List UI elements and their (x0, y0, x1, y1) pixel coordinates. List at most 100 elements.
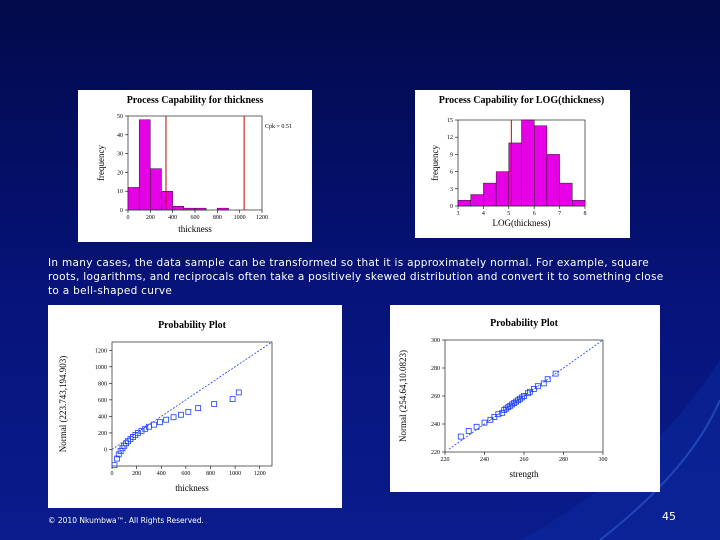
chart-panel (48, 305, 342, 508)
data-point (457, 433, 464, 440)
histogram-bar (521, 119, 535, 207)
data-point (134, 430, 141, 436)
x-tick-label: 4 (482, 211, 485, 217)
histogram-bar (470, 194, 484, 207)
histogram-bar (217, 207, 229, 211)
data-point (142, 425, 149, 432)
y-tick-label: 0 (104, 447, 107, 453)
chart: Probability Plot strength Normal (254.64,1… (390, 305, 660, 492)
histogram-bar (183, 207, 196, 211)
x-axis-label: strength (510, 469, 539, 479)
x-axis-label: thickness (175, 483, 209, 493)
histogram-bar (172, 206, 185, 211)
annotation: Cpk = 0.51 (265, 124, 292, 130)
chart-title: Probability Plot (158, 320, 227, 331)
y-tick-label: 1200 (95, 348, 107, 354)
histogram-bar (508, 142, 522, 207)
page-number: 45 (662, 510, 676, 523)
y-tick-label: 600 (98, 398, 107, 404)
x-tick-label: 8 (584, 211, 587, 217)
chart-title: Process Capability for thickness (127, 95, 264, 106)
histogram-bar (457, 200, 471, 207)
data-point (481, 419, 488, 426)
decoration (520, 360, 720, 540)
y-axis-label: Normal (254.64,10.0823) (398, 350, 408, 442)
histogram-bar (495, 171, 510, 207)
data-point (473, 423, 480, 430)
data-point (544, 376, 551, 383)
x-axis-label: thickness (178, 224, 212, 234)
x-tick-label: 220 (441, 457, 450, 463)
y-tick-label: 300 (431, 338, 440, 344)
histogram-bar (559, 182, 573, 207)
data-point (540, 380, 547, 387)
chart-title: Process Capability for LOG(thickness) (439, 95, 604, 106)
histogram-bar (534, 125, 548, 207)
chart-title: Probability Plot (490, 318, 559, 329)
x-tick-label: 6 (533, 211, 536, 217)
y-tick-label: 260 (431, 394, 440, 400)
data-point (138, 427, 145, 434)
x-tick-label: 800 (213, 215, 222, 221)
y-tick-label: 200 (98, 431, 107, 437)
x-tick-label: 0 (111, 471, 114, 477)
data-point (519, 394, 525, 401)
x-tick-label: 5 (507, 211, 510, 217)
y-tick-label: 400 (98, 414, 107, 420)
histogram-bar (483, 182, 497, 207)
y-tick-label: 12 (447, 135, 453, 141)
x-tick-label: 260 (520, 457, 529, 463)
x-tick-label: 280 (559, 457, 568, 463)
x-tick-label: 1200 (256, 215, 268, 221)
histogram-bar (150, 168, 162, 211)
x-tick-label: 3 (457, 211, 460, 217)
x-tick-label: 600 (191, 215, 200, 221)
y-tick-label: 10 (117, 189, 123, 195)
data-point (195, 405, 202, 412)
y-tick-label: 6 (450, 170, 453, 176)
body-text: In many cases, the data sample can be tr… (48, 257, 664, 297)
data-point (465, 428, 472, 434)
x-tick-label: 1000 (229, 471, 241, 477)
histogram-bar (138, 119, 151, 211)
x-axis-label: LOG(thickness) (493, 218, 551, 228)
data-point (157, 419, 163, 426)
x-tick-label: 400 (168, 215, 177, 221)
x-tick-label: 200 (146, 215, 155, 221)
y-tick-label: 9 (450, 152, 453, 158)
decoration (599, 399, 720, 540)
data-point (525, 390, 531, 397)
x-tick-label: 0 (127, 215, 130, 221)
chart-panel (78, 90, 312, 242)
data-point (123, 440, 130, 447)
y-axis-label: Normal (223.743,194.903) (58, 356, 68, 453)
x-tick-label: 200 (132, 471, 141, 477)
y-tick-label: 240 (431, 422, 440, 428)
x-tick-label: 1000 (234, 215, 246, 221)
x-tick-label: 800 (206, 471, 215, 477)
histogram-bar (546, 154, 560, 207)
chart: Process Capability for LOG(thickness) LOG… (415, 90, 630, 238)
chart: Process Capability for thickness thicknes… (78, 90, 312, 242)
data-point (235, 389, 242, 396)
data-point (111, 462, 118, 469)
y-tick-label: 30 (117, 152, 123, 158)
x-tick-label: 240 (480, 457, 489, 463)
data-point (495, 411, 502, 418)
data-point (211, 401, 218, 407)
y-tick-label: 0 (120, 208, 123, 214)
y-tick-label: 40 (117, 133, 123, 139)
plot-frame (111, 341, 273, 467)
data-point (150, 421, 157, 428)
histogram-bar (127, 187, 140, 211)
chart: Probability Plot thickness Normal (223.743… (48, 305, 342, 508)
y-tick-label: 20 (117, 170, 123, 176)
histogram-bar (194, 207, 207, 211)
y-tick-label: 1000 (95, 365, 107, 371)
data-point (170, 414, 177, 421)
x-tick-label: 7 (558, 211, 561, 217)
y-tick-label: 50 (117, 114, 123, 120)
x-tick-label: 400 (157, 471, 166, 477)
data-point (178, 411, 184, 418)
